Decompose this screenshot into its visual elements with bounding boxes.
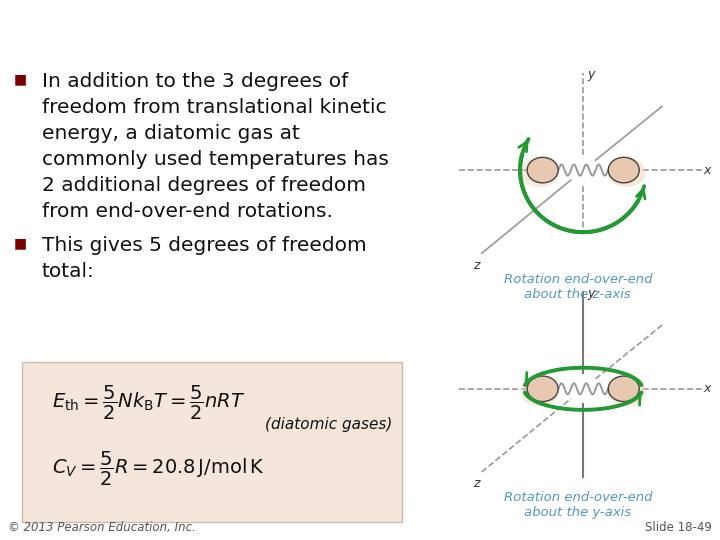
Text: 2 additional degrees of freedom: 2 additional degrees of freedom	[42, 176, 366, 195]
Text: $C_V = \dfrac{5}{2}R = 20.8\,\mathrm{J/mol\,K}$: $C_V = \dfrac{5}{2}R = 20.8\,\mathrm{J/m…	[52, 450, 265, 488]
Text: Slide 18-49: Slide 18-49	[645, 521, 712, 534]
Ellipse shape	[527, 157, 558, 183]
Text: Diatomic Molecules: Diatomic Molecules	[9, 13, 284, 37]
Ellipse shape	[521, 157, 559, 187]
Text: energy, a diatomic gas at: energy, a diatomic gas at	[42, 124, 300, 143]
Text: total:: total:	[42, 262, 95, 281]
Text: Rotation end-over-end
about the y-axis: Rotation end-over-end about the y-axis	[503, 491, 652, 519]
Text: Rotation end-over-end
about the z-axis: Rotation end-over-end about the z-axis	[503, 273, 652, 301]
Text: $z$: $z$	[473, 259, 482, 272]
Text: $x$: $x$	[703, 382, 713, 395]
Text: $E_{\mathrm{th}} = \dfrac{5}{2}Nk_{\mathrm{B}}T = \dfrac{5}{2}nRT$: $E_{\mathrm{th}} = \dfrac{5}{2}Nk_{\math…	[52, 384, 246, 422]
Text: from end-over-end rotations.: from end-over-end rotations.	[42, 202, 333, 221]
Bar	[22, 362, 402, 522]
Text: © 2013 Pearson Education, Inc.: © 2013 Pearson Education, Inc.	[8, 521, 196, 534]
Ellipse shape	[608, 157, 639, 183]
Text: ■: ■	[14, 236, 27, 250]
Text: $y$: $y$	[587, 288, 596, 302]
Text: $y$: $y$	[587, 69, 596, 83]
Ellipse shape	[527, 376, 558, 402]
Text: $z$: $z$	[473, 477, 482, 490]
Text: freedom from translational kinetic: freedom from translational kinetic	[42, 98, 387, 117]
Text: In addition to the 3 degrees of: In addition to the 3 degrees of	[42, 72, 348, 91]
Text: ■: ■	[14, 72, 27, 86]
Ellipse shape	[608, 376, 646, 406]
Text: commonly used temperatures has: commonly used temperatures has	[42, 150, 389, 169]
Text: This gives 5 degrees of freedom: This gives 5 degrees of freedom	[42, 236, 366, 255]
Text: $x$: $x$	[703, 164, 713, 177]
Text: (diatomic gases): (diatomic gases)	[265, 417, 392, 432]
Ellipse shape	[521, 376, 559, 406]
Ellipse shape	[608, 157, 646, 187]
Ellipse shape	[608, 376, 639, 402]
